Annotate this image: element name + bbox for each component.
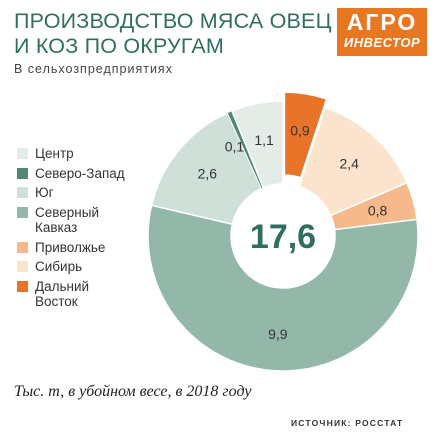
data-label-северный-кавказ: 9,9 bbox=[268, 326, 288, 342]
source-note: ИСТОЧНИК: РОССТАТ bbox=[291, 418, 404, 428]
legend-label: Юг bbox=[35, 185, 54, 200]
legend-swatch bbox=[17, 241, 28, 253]
legend-item-центр: Центр bbox=[17, 146, 167, 162]
data-label-приволжье: 0,8 bbox=[368, 202, 388, 218]
legend-item-сибирь: Сибирь bbox=[17, 259, 167, 275]
legend-swatch bbox=[17, 187, 28, 198]
legend-label: Дальний Восток bbox=[35, 278, 90, 310]
legend-item-дальний-восток: Дальний Восток bbox=[17, 279, 167, 310]
slice-юг bbox=[150, 111, 263, 226]
legend-swatch bbox=[17, 167, 28, 179]
legend-item-юг: Юг bbox=[17, 185, 167, 201]
chart-title-line2: И КОЗ ПО ОКРУГАМ bbox=[14, 34, 224, 58]
legend-swatch bbox=[17, 280, 28, 292]
agroinvestor-logo: АГРО ИНВЕСТОР bbox=[337, 8, 427, 56]
legend-label: Сибирь bbox=[35, 259, 83, 274]
data-label-северо-запад: 0,1 bbox=[225, 138, 245, 154]
chart-subtitle: В сельхозпредприятиях bbox=[14, 62, 173, 76]
data-label-сибирь: 2,4 bbox=[339, 156, 359, 172]
slice-дальний-восток bbox=[283, 91, 328, 179]
logo-line1: АГРО bbox=[346, 9, 418, 35]
legend-label: Северо-Запад bbox=[35, 165, 125, 181]
legend-label: Центр bbox=[35, 146, 74, 161]
legend-swatch bbox=[17, 206, 28, 218]
legend-swatch bbox=[17, 261, 28, 272]
slice-центр bbox=[230, 100, 284, 189]
total-value: 17,6 bbox=[250, 218, 316, 256]
legend-label: Приволжье bbox=[35, 239, 106, 255]
legend-item-северо-запад: Северо-Запад bbox=[17, 166, 167, 182]
legend-item-северный-кавказ: Северный Кавказ bbox=[17, 205, 167, 236]
data-label-центр: 1,1 bbox=[254, 132, 274, 148]
slice-северный-кавказ bbox=[147, 204, 419, 372]
data-label-дальний-восток: 0,9 bbox=[290, 122, 310, 138]
data-label-юг: 2,6 bbox=[198, 166, 218, 182]
logo-line2: ИНВЕСТОР bbox=[343, 35, 421, 50]
chart-legend: Центр Северо-Запад Юг Северный Кавказ Приволж… bbox=[17, 146, 167, 314]
chart-title-line1: ПРОИЗВОДСТВО МЯСА ОВЕЦ bbox=[14, 9, 332, 33]
legend-item-приволжье: Приволжье bbox=[17, 240, 167, 256]
title-block: ПРОИЗВОДСТВО МЯСА ОВЕЦ И КОЗ ПО ОКРУГАМ … bbox=[14, 9, 332, 76]
chart-footnote: Тыс. т, в убойном весе, в 2018 году bbox=[14, 383, 252, 400]
legend-swatch bbox=[17, 148, 28, 159]
legend-label: Северный Кавказ bbox=[35, 204, 99, 236]
